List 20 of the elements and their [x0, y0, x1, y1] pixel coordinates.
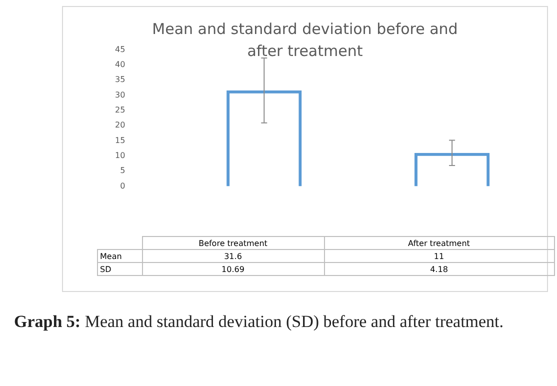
caption: Graph 5: Mean and standard deviation (SD) before and after treatment. [14, 311, 505, 333]
y-tick-label: 20 [114, 120, 126, 130]
text: SD [98, 262, 142, 276]
data-label: 31.6 [142, 250, 324, 262]
y-tick-label: 10 [114, 150, 126, 160]
y-tick-label: 40 [114, 60, 126, 70]
y-tick-label: 35 [114, 75, 126, 84]
y-tick-label: 5 [120, 166, 126, 176]
y-tick-label: 25 [114, 106, 126, 114]
chart-title: Mean and standard deviation before and after treatment [151, 19, 459, 62]
y-tick-label: 30 [114, 90, 126, 100]
text: 10.69 [142, 262, 324, 276]
text: 4.18 [324, 262, 554, 276]
x-tick-label: Before treatment [142, 236, 324, 250]
data-label: 11 [324, 250, 554, 262]
x-tick-label: After treatment [324, 236, 554, 250]
y-tick-label: 45 [114, 44, 126, 54]
y-tick-label: 0 [120, 181, 126, 190]
y-tick-label: 15 [114, 136, 126, 145]
text: Mean [98, 250, 142, 262]
